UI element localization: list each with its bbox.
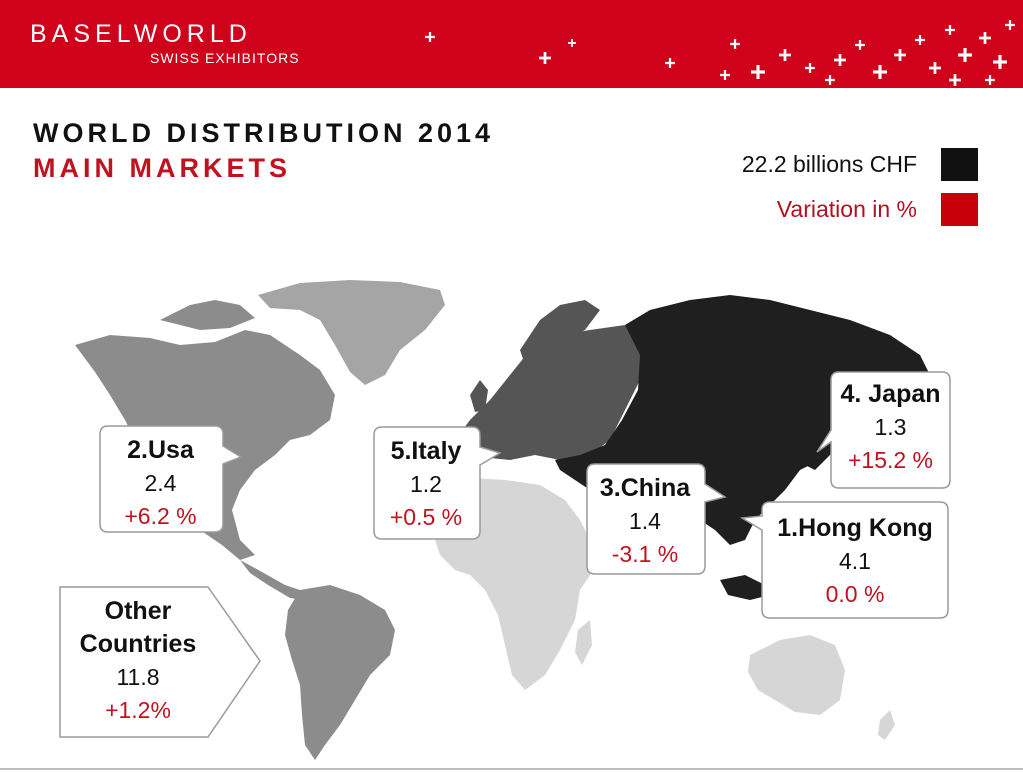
brand-logo: BASELWORLD: [30, 20, 252, 48]
market-name-italy: 5.Italy: [390, 437, 462, 465]
swiss-cross-icon: [779, 49, 791, 61]
region-uk: [470, 380, 488, 412]
market-value-china: 1.4: [629, 508, 661, 534]
callout-hong-kong-shape: [739, 501, 949, 619]
swiss-crosses-decoration: [425, 20, 1015, 86]
swiss-cross-icon: [425, 32, 435, 42]
page-subtitle: MAIN MARKETS: [33, 153, 291, 183]
callout-italy: 5.Italy 1.2 +0.5 %: [372, 425, 502, 540]
market-value-hong-kong: 4.1: [839, 548, 871, 574]
swiss-cross-icon: [665, 58, 675, 68]
swiss-cross-icon: [720, 70, 730, 80]
region-arctic-islands: [160, 300, 255, 330]
market-name-other-countries: Other Countries: [79, 597, 197, 658]
swiss-cross-icon: [873, 65, 887, 79]
swiss-cross-icon: [929, 62, 941, 74]
legend-item-value: 22.2 billions CHF: [742, 148, 978, 181]
brand-subtitle: SWISS EXHIBITORS: [150, 50, 300, 66]
swiss-cross-icon: [1005, 20, 1015, 30]
callout-japan: 4. Japan 1.3 +15.2 %: [815, 370, 952, 490]
callout-usa-shape: [99, 425, 243, 533]
market-value-usa: 2.4: [144, 470, 177, 496]
market-name-japan: 4. Japan: [840, 380, 941, 408]
market-value-italy: 1.2: [410, 471, 442, 497]
market-variation-usa: +6.2 %: [124, 503, 197, 529]
callout-japan-shape: [816, 371, 951, 489]
header-banner: BASELWORLD SWISS EXHIBITORS: [0, 0, 1023, 88]
market-variation-italy: +0.5 %: [389, 504, 463, 530]
swiss-cross-icon: [805, 63, 815, 73]
region-scandinavia: [520, 300, 600, 380]
market-name-china: 3.China: [599, 474, 691, 502]
region-madagascar: [575, 620, 592, 665]
callout-other-countries-shape: [59, 586, 261, 738]
region-south-america: [285, 585, 395, 760]
bottom-divider: [0, 768, 1023, 770]
swiss-cross-icon: [958, 48, 972, 62]
callout-usa: 2.Usa 2.4 +6.2 %: [98, 424, 243, 536]
market-name-usa: 2.Usa: [127, 436, 194, 464]
region-europe: [455, 325, 640, 460]
swiss-cross-icon: [568, 39, 576, 47]
callout-italy-shape: [373, 426, 502, 540]
swiss-cross-icon: [894, 49, 906, 61]
swiss-cross-icon: [751, 65, 765, 79]
market-variation-hong-kong: 0.0 %: [825, 581, 885, 607]
market-variation-other-countries: +1.2%: [105, 697, 171, 723]
legend-item-variation: Variation in %: [777, 193, 978, 226]
swiss-cross-icon: [945, 25, 955, 35]
page-title: WORLD DISTRIBUTION 2014: [33, 118, 495, 148]
region-greenland: [258, 280, 445, 385]
market-variation-japan: +15.2 %: [847, 447, 934, 473]
legend-swatch-red: [941, 193, 978, 226]
legend-label-variation: Variation in %: [776, 196, 917, 222]
swiss-cross-icon: [730, 39, 740, 49]
callout-other-countries: Other Countries 11.8 +1.2%: [58, 585, 263, 740]
region-australia: [748, 635, 845, 715]
legend-label-value: 22.2 billions CHF: [741, 151, 917, 177]
callout-china-shape: [586, 463, 727, 575]
callout-hong-kong: 1.Hong Kong 4.1 0.0 %: [739, 500, 952, 622]
region-central-america: [240, 560, 305, 600]
region-new-zealand: [878, 710, 895, 740]
market-value-other-countries: 11.8: [116, 664, 160, 690]
swiss-cross-icon: [855, 40, 865, 50]
swiss-cross-icon: [834, 54, 846, 66]
swiss-cross-icon: [979, 32, 991, 44]
legend-swatch-black: [941, 148, 978, 181]
swiss-cross-icon: [985, 75, 995, 85]
swiss-cross-icon: [915, 35, 925, 45]
swiss-cross-icon: [949, 74, 961, 86]
market-variation-china: -3.1 %: [611, 541, 679, 567]
callout-china: 3.China 1.4 -3.1 %: [585, 462, 727, 577]
swiss-cross-icon: [993, 55, 1007, 69]
swiss-cross-icon: [825, 75, 835, 85]
market-value-japan: 1.3: [874, 414, 907, 440]
swiss-cross-icon: [539, 52, 551, 64]
market-name-hong-kong: 1.Hong Kong: [777, 514, 933, 542]
